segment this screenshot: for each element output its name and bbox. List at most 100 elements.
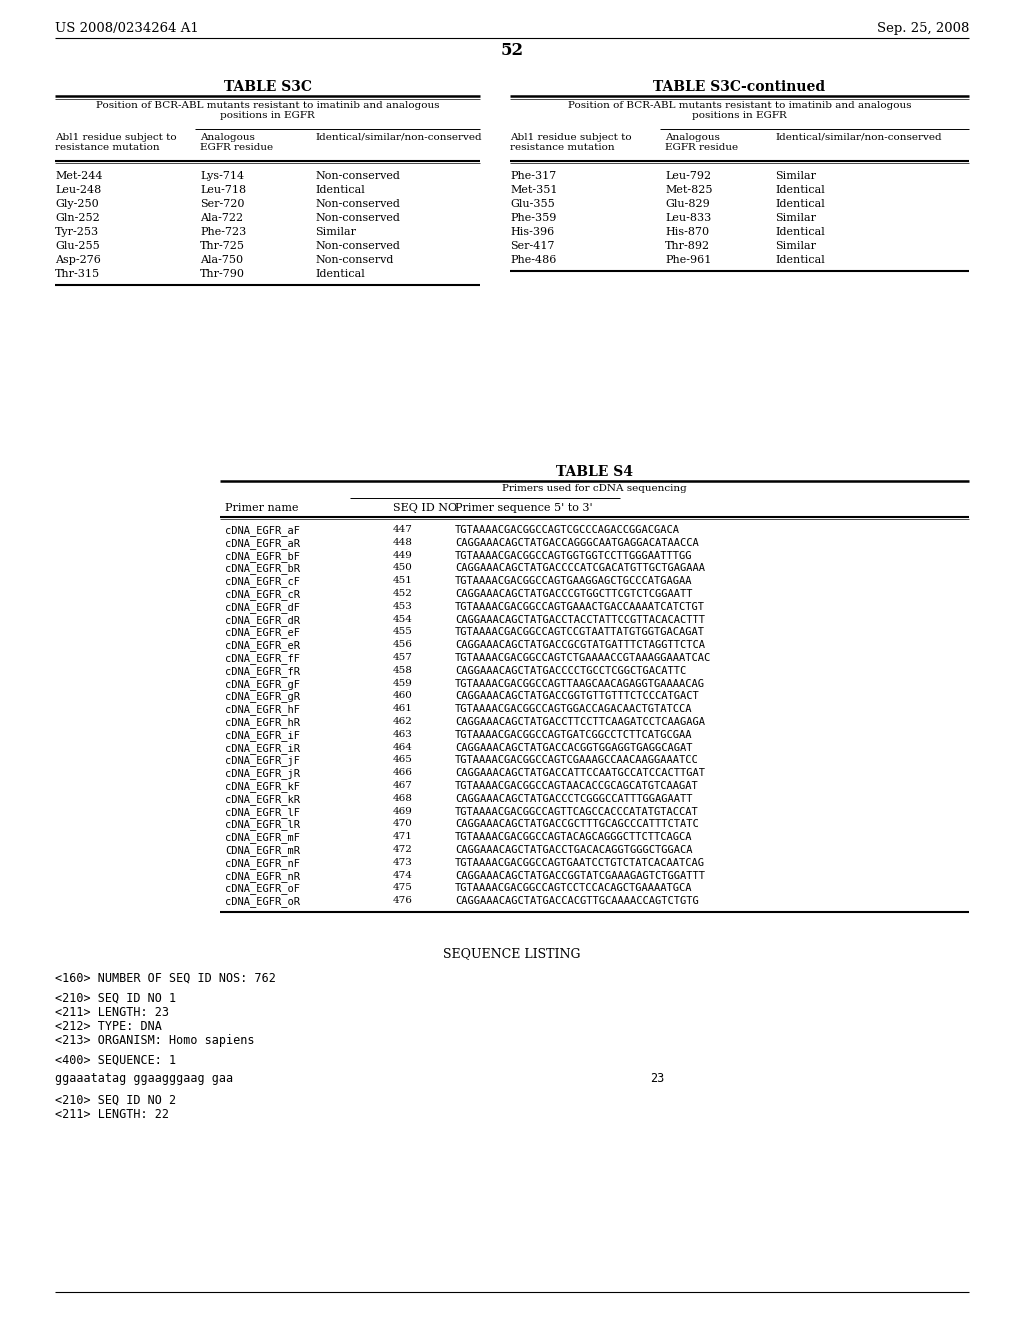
Text: 454: 454 — [393, 615, 413, 623]
Text: Similar: Similar — [315, 227, 356, 238]
Text: Abl1 residue subject to
resistance mutation: Abl1 residue subject to resistance mutat… — [55, 133, 176, 152]
Text: Identical: Identical — [775, 185, 824, 195]
Text: 52: 52 — [501, 42, 523, 59]
Text: cDNA_EGFR_gF: cDNA_EGFR_gF — [225, 678, 300, 689]
Text: SEQ ID NO: SEQ ID NO — [393, 503, 457, 513]
Text: cDNA_EGFR_dR: cDNA_EGFR_dR — [225, 615, 300, 626]
Text: Identical: Identical — [775, 227, 824, 238]
Text: 450: 450 — [393, 564, 413, 573]
Text: cDNA_EGFR_bR: cDNA_EGFR_bR — [225, 564, 300, 574]
Text: Sep. 25, 2008: Sep. 25, 2008 — [877, 22, 969, 36]
Text: Identical/similar/non-conserved: Identical/similar/non-conserved — [315, 133, 481, 143]
Text: 447: 447 — [393, 525, 413, 535]
Text: Met-825: Met-825 — [665, 185, 713, 195]
Text: cDNA_EGFR_nR: cDNA_EGFR_nR — [225, 871, 300, 882]
Text: cDNA_EGFR_aR: cDNA_EGFR_aR — [225, 537, 300, 549]
Text: Similar: Similar — [775, 242, 816, 251]
Text: TGTAAAACGACGGCCAGTTAAGCAACAGAGGTGAAAACAG: TGTAAAACGACGGCCAGTTAAGCAACAGAGGTGAAAACAG — [455, 678, 705, 689]
Text: <212> TYPE: DNA: <212> TYPE: DNA — [55, 1020, 162, 1034]
Text: cDNA_EGFR_oF: cDNA_EGFR_oF — [225, 883, 300, 895]
Text: <211> LENGTH: 22: <211> LENGTH: 22 — [55, 1107, 169, 1121]
Text: cDNA_EGFR_kR: cDNA_EGFR_kR — [225, 793, 300, 805]
Text: TGTAAAACGACGGCCAGTGGTGGTCCTTGGGAATTTGG: TGTAAAACGACGGCCAGTGGTGGTCCTTGGGAATTTGG — [455, 550, 692, 561]
Text: 466: 466 — [393, 768, 413, 777]
Text: cDNA_EGFR_nF: cDNA_EGFR_nF — [225, 858, 300, 869]
Text: 474: 474 — [393, 871, 413, 879]
Text: Gln-252: Gln-252 — [55, 213, 99, 223]
Text: Thr-790: Thr-790 — [200, 269, 245, 279]
Text: TABLE S3C: TABLE S3C — [223, 81, 311, 94]
Text: Non-conservd: Non-conservd — [315, 255, 393, 265]
Text: Non-conserved: Non-conserved — [315, 199, 400, 209]
Text: cDNA_EGFR_iF: cDNA_EGFR_iF — [225, 730, 300, 741]
Text: 470: 470 — [393, 820, 413, 829]
Text: 458: 458 — [393, 665, 413, 675]
Text: CAGGAAACAGCTATGACCCTCGGGCCATTTGGAGAATT: CAGGAAACAGCTATGACCCTCGGGCCATTTGGAGAATT — [455, 793, 692, 804]
Text: Position of BCR-ABL mutants resistant to imatinib and analogous
positions in EGF: Position of BCR-ABL mutants resistant to… — [567, 102, 911, 120]
Text: Similar: Similar — [775, 172, 816, 181]
Text: Ser-720: Ser-720 — [200, 199, 245, 209]
Text: Primer name: Primer name — [225, 503, 299, 513]
Text: Ala-750: Ala-750 — [200, 255, 243, 265]
Text: Glu-355: Glu-355 — [510, 199, 555, 209]
Text: 448: 448 — [393, 537, 413, 546]
Text: cDNA_EGFR_fR: cDNA_EGFR_fR — [225, 665, 300, 677]
Text: cDNA_EGFR_gR: cDNA_EGFR_gR — [225, 692, 300, 702]
Text: CAGGAAACAGCTATGACCACGGTGGAGGTGAGGCAGAT: CAGGAAACAGCTATGACCACGGTGGAGGTGAGGCAGAT — [455, 743, 692, 752]
Text: Ala-722: Ala-722 — [200, 213, 243, 223]
Text: <400> SEQUENCE: 1: <400> SEQUENCE: 1 — [55, 1053, 176, 1067]
Text: CAGGAAACAGCTATGACCGGTATCGAAAGAGTCTGGATTT: CAGGAAACAGCTATGACCGGTATCGAAAGAGTCTGGATTT — [455, 871, 705, 880]
Text: TGTAAAACGACGGCCAGTAACACCGCAGCATGTCAAGAT: TGTAAAACGACGGCCAGTAACACCGCAGCATGTCAAGAT — [455, 781, 698, 791]
Text: 23: 23 — [650, 1072, 665, 1085]
Text: TGTAAAACGACGGCCAGTACAGCAGGGCTTCTTCAGCA: TGTAAAACGACGGCCAGTACAGCAGGGCTTCTTCAGCA — [455, 832, 692, 842]
Text: CAGGAAACAGCTATGACCACGTTGCAAAACCAGTCTGTG: CAGGAAACAGCTATGACCACGTTGCAAAACCAGTCTGTG — [455, 896, 698, 907]
Text: TABLE S3C-continued: TABLE S3C-continued — [653, 81, 825, 94]
Text: CAGGAAACAGCTATGACCGCTTTGCAGCCCATTTCTATC: CAGGAAACAGCTATGACCGCTTTGCAGCCCATTTCTATC — [455, 820, 698, 829]
Text: Analogous
EGFR residue: Analogous EGFR residue — [200, 133, 273, 152]
Text: Phe-317: Phe-317 — [510, 172, 556, 181]
Text: 459: 459 — [393, 678, 413, 688]
Text: 467: 467 — [393, 781, 413, 789]
Text: cDNA_EGFR_hR: cDNA_EGFR_hR — [225, 717, 300, 727]
Text: CAGGAAACAGCTATGACCATTCCAATGCCATCCACTTGAT: CAGGAAACAGCTATGACCATTCCAATGCCATCCACTTGAT — [455, 768, 705, 779]
Text: Thr-725: Thr-725 — [200, 242, 245, 251]
Text: TABLE S4: TABLE S4 — [556, 465, 633, 479]
Text: Met-351: Met-351 — [510, 185, 557, 195]
Text: <213> ORGANISM: Homo sapiens: <213> ORGANISM: Homo sapiens — [55, 1034, 255, 1047]
Text: 473: 473 — [393, 858, 413, 867]
Text: Glu-255: Glu-255 — [55, 242, 99, 251]
Text: cDNA_EGFR_mF: cDNA_EGFR_mF — [225, 832, 300, 843]
Text: cDNA_EGFR_hF: cDNA_EGFR_hF — [225, 704, 300, 715]
Text: 457: 457 — [393, 653, 413, 663]
Text: Leu-792: Leu-792 — [665, 172, 711, 181]
Text: CAGGAAACAGCTATGACCTGACACAGGTGGGCTGGACA: CAGGAAACAGCTATGACCTGACACAGGTGGGCTGGACA — [455, 845, 692, 855]
Text: Leu-248: Leu-248 — [55, 185, 101, 195]
Text: 455: 455 — [393, 627, 413, 636]
Text: CDNA_EGFR_mR: CDNA_EGFR_mR — [225, 845, 300, 855]
Text: cDNA_EGFR_cF: cDNA_EGFR_cF — [225, 577, 300, 587]
Text: 463: 463 — [393, 730, 413, 739]
Text: CAGGAAACAGCTATGACCCGTGGCTTCGTCTCGGAATT: CAGGAAACAGCTATGACCCGTGGCTTCGTCTCGGAATT — [455, 589, 692, 599]
Text: TGTAAAACGACGGCCAGTTCAGCCACCCATATGTACCAT: TGTAAAACGACGGCCAGTTCAGCCACCCATATGTACCAT — [455, 807, 698, 817]
Text: 452: 452 — [393, 589, 413, 598]
Text: 465: 465 — [393, 755, 413, 764]
Text: Phe-486: Phe-486 — [510, 255, 556, 265]
Text: cDNA_EGFR_kF: cDNA_EGFR_kF — [225, 781, 300, 792]
Text: 449: 449 — [393, 550, 413, 560]
Text: Thr-315: Thr-315 — [55, 269, 100, 279]
Text: 461: 461 — [393, 704, 413, 713]
Text: Primers used for cDNA sequencing: Primers used for cDNA sequencing — [502, 484, 687, 492]
Text: Identical: Identical — [315, 269, 365, 279]
Text: TGTAAAACGACGGCCAGTCCGTAATTATGTGGTGACAGAT: TGTAAAACGACGGCCAGTCCGTAATTATGTGGTGACAGAT — [455, 627, 705, 638]
Text: cDNA_EGFR_fF: cDNA_EGFR_fF — [225, 653, 300, 664]
Text: TGTAAAACGACGGCCAGTCCTCCACAGCTGAAAATGCA: TGTAAAACGACGGCCAGTCCTCCACAGCTGAAAATGCA — [455, 883, 692, 894]
Text: Tyr-253: Tyr-253 — [55, 227, 99, 238]
Text: TGTAAAACGACGGCCAGTCTGAAAACCGTAAAGGAAATCAC: TGTAAAACGACGGCCAGTCTGAAAACCGTAAAGGAAATCA… — [455, 653, 712, 663]
Text: 462: 462 — [393, 717, 413, 726]
Text: TGTAAAACGACGGCCAGTGAAACTGACCAAAATCATCTGT: TGTAAAACGACGGCCAGTGAAACTGACCAAAATCATCTGT — [455, 602, 705, 611]
Text: TGTAAAACGACGGCCAGTCGCCCAGACCGGACGACA: TGTAAAACGACGGCCAGTCGCCCAGACCGGACGACA — [455, 525, 680, 535]
Text: Abl1 residue subject to
resistance mutation: Abl1 residue subject to resistance mutat… — [510, 133, 632, 152]
Text: Leu-833: Leu-833 — [665, 213, 712, 223]
Text: CAGGAAACAGCTATGACCGCGTATGATTTCTAGGTTCTCA: CAGGAAACAGCTATGACCGCGTATGATTTCTAGGTTCTCA — [455, 640, 705, 651]
Text: His-396: His-396 — [510, 227, 554, 238]
